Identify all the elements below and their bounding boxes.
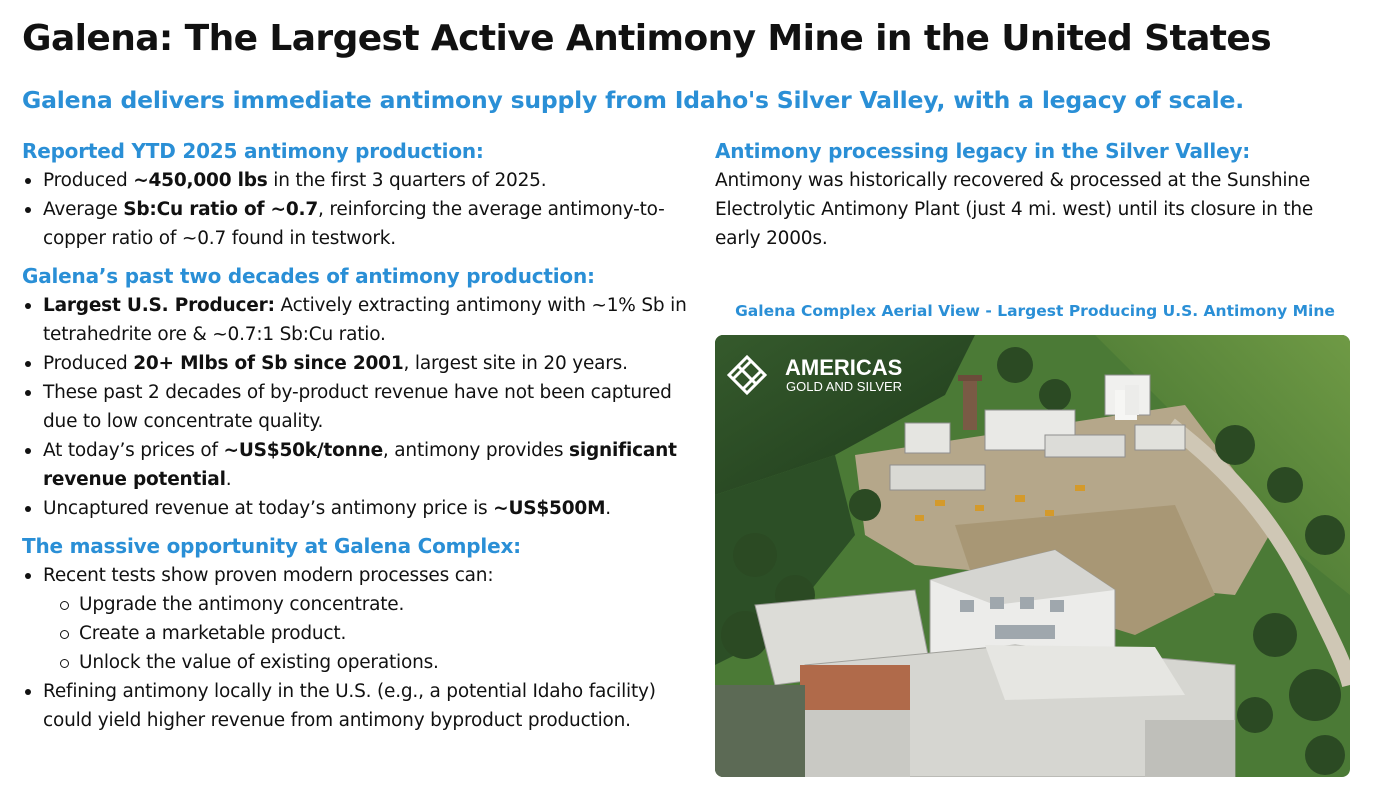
list-item: At today’s prices of ~US$50k/tonne, anti… — [22, 436, 702, 494]
page-subtitle: Galena delivers immediate antimony suppl… — [22, 86, 1244, 114]
section-heading-decades: Galena’s past two decades of antimony pr… — [22, 264, 595, 288]
logo-text-gold-silver: GOLD AND SILVER — [786, 379, 902, 394]
photo-caption: Galena Complex Aerial View - Largest Pro… — [735, 302, 1335, 320]
list-item: Produced ~450,000 lbs in the first 3 qua… — [22, 166, 702, 195]
aerial-photo: AMERICAS GOLD AND SILVER — [715, 335, 1350, 777]
list-item: Recent tests show proven modern processe… — [22, 561, 702, 677]
sub-list-item: Create a marketable product. — [43, 619, 702, 648]
ytd-list: Produced ~450,000 lbs in the first 3 qua… — [22, 166, 702, 253]
section-heading-legacy: Antimony processing legacy in the Silver… — [715, 139, 1251, 163]
list-item: Largest U.S. Producer: Actively extracti… — [22, 291, 702, 349]
list-item: Uncaptured revenue at today’s antimony p… — [22, 494, 702, 523]
list-item: Produced 20+ Mlbs of Sb since 2001, larg… — [22, 349, 702, 378]
logo-text-americas: AMERICAS — [785, 355, 902, 380]
left-column: Reported YTD 2025 antimony production: P… — [22, 136, 702, 735]
right-column: Antimony processing legacy in the Silver… — [715, 136, 1355, 253]
opportunity-list: Recent tests show proven modern processe… — [22, 561, 702, 735]
list-item: These past 2 decades of by-product reven… — [22, 378, 702, 436]
americas-gold-silver-logo: AMERICAS GOLD AND SILVER — [726, 354, 902, 396]
legacy-paragraph: Antimony was historically recovered & pr… — [715, 170, 1314, 249]
list-item: Refining antimony locally in the U.S. (e… — [22, 677, 702, 735]
section-heading-opportunity: The massive opportunity at Galena Comple… — [22, 534, 521, 558]
section-heading-ytd: Reported YTD 2025 antimony production: — [22, 139, 484, 163]
sub-list-item: Unlock the value of existing operations. — [43, 648, 702, 677]
page-title: Galena: The Largest Active Antimony Mine… — [22, 18, 1272, 59]
sub-list-item: Upgrade the antimony concentrate. — [43, 590, 702, 619]
decades-list: Largest U.S. Producer: Actively extracti… — [22, 291, 702, 523]
list-item: Average Sb:Cu ratio of ~0.7, reinforcing… — [22, 195, 702, 253]
sub-list: Upgrade the antimony concentrate. Create… — [43, 590, 702, 677]
